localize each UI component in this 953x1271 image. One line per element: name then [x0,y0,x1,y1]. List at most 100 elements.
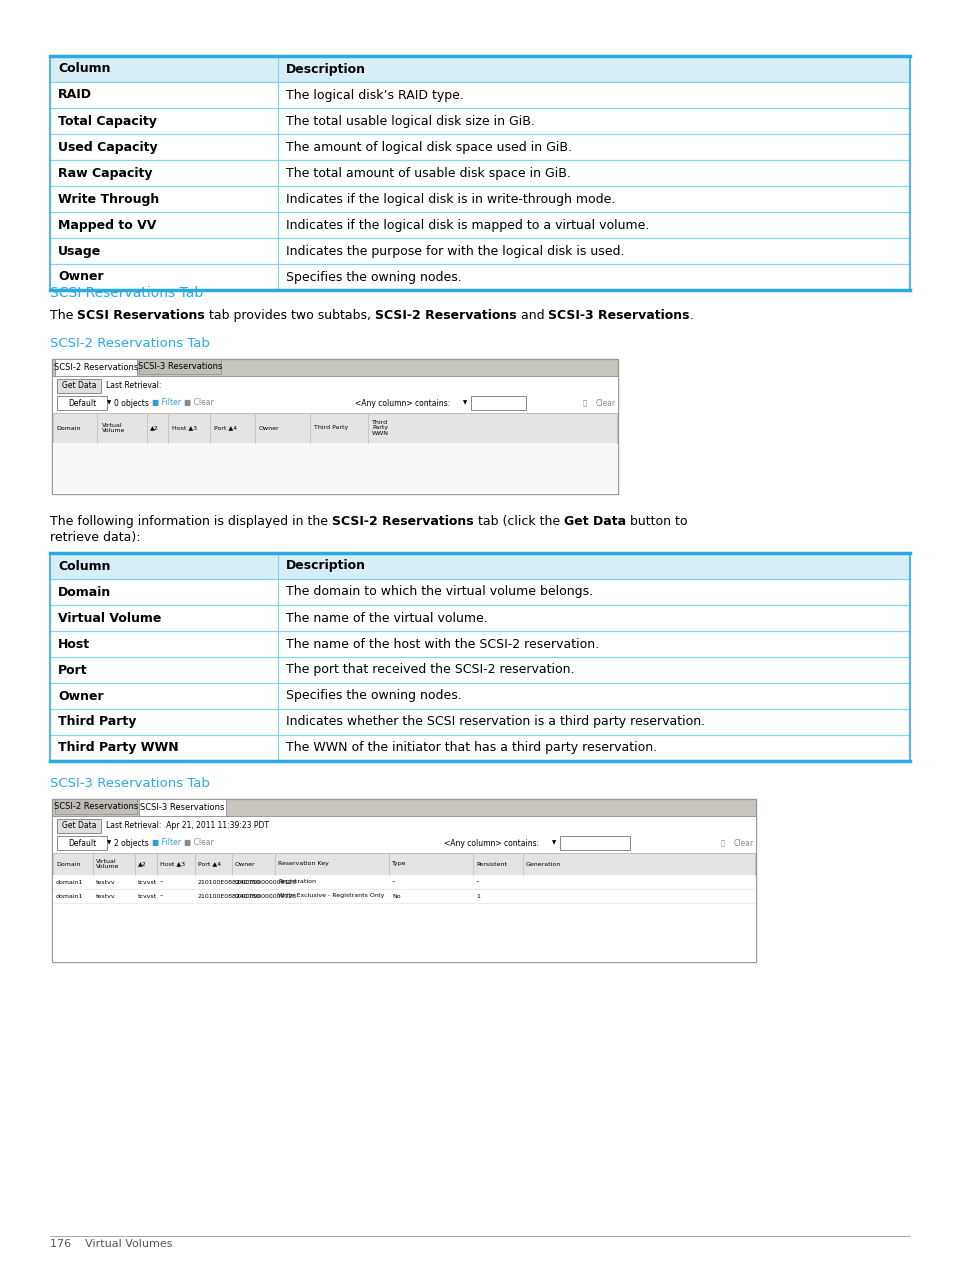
Text: Get Data: Get Data [62,381,96,390]
Text: Raw Capacity: Raw Capacity [58,167,152,179]
Bar [50,735,909,761]
Bar [52,376,618,494]
Bar [139,358,221,374]
Bar [50,683,909,709]
Text: Port ▲4: Port ▲4 [213,426,237,431]
Text: 210100E08824C750: 210100E08824C750 [198,880,261,885]
Text: 1: 1 [476,894,479,899]
Bar [139,799,226,816]
Bar [559,836,629,850]
Text: Indicates whether the SCSI reservation is a third party reservation.: Indicates whether the SCSI reservation i… [286,716,704,728]
Bar [471,397,525,411]
Bar [50,133,909,160]
Text: SCSI-2 Reservations: SCSI-2 Reservations [53,364,138,372]
Text: The domain to which the virtual volume belongs.: The domain to which the virtual volume b… [286,586,593,599]
Text: SCSI-2 Reservations: SCSI-2 Reservations [375,309,517,322]
Text: Column: Column [58,559,111,572]
Text: Reservation Key: Reservation Key [277,862,329,867]
Text: SCSI-3 Reservations: SCSI-3 Reservations [137,362,222,371]
Text: Specifies the owning nodes.: Specifies the owning nodes. [286,271,461,283]
Text: .: . [689,309,693,322]
Text: 210100E08824C750: 210100E08824C750 [198,894,261,899]
Text: Mapped to VV: Mapped to VV [58,219,156,231]
Text: SCSI-2 Reservations Tab: SCSI-2 Reservations Tab [50,337,210,350]
Text: --: -- [160,894,164,899]
Bar [50,709,909,735]
Text: Used Capacity: Used Capacity [58,141,157,154]
Text: Virtual
Volume: Virtual Volume [102,422,125,433]
Text: Registration: Registration [277,880,315,885]
Bar [52,358,618,494]
Text: Owner: Owner [58,689,104,703]
Text: The following information is displayed in the: The following information is displayed i… [50,515,332,527]
Text: Indicates if the logical disk is in write-through mode.: Indicates if the logical disk is in writ… [286,192,615,206]
Text: SCSI-3 Reservations: SCSI-3 Reservations [140,803,225,812]
Bar [53,888,754,902]
Text: tcvvst: tcvvst [138,880,157,885]
Text: The total usable logical disk size in GiB.: The total usable logical disk size in Gi… [286,114,535,127]
Bar [52,799,755,962]
Text: Host: Host [58,638,90,651]
Text: Virtual Volume: Virtual Volume [58,611,161,624]
Text: Last Retrieval:: Last Retrieval: [106,381,161,390]
Text: SCSI-2 Reservations: SCSI-2 Reservations [332,515,473,527]
Bar [50,580,909,605]
Bar [57,379,101,393]
Text: testvv: testvv [96,880,115,885]
Text: 🔍: 🔍 [720,840,724,846]
Bar [50,56,909,83]
Bar [53,413,617,444]
Bar [50,212,909,238]
Bar [57,397,107,411]
Text: Domain: Domain [58,586,112,599]
Text: ▼: ▼ [552,840,556,845]
Text: testvv: testvv [96,894,115,899]
Text: Write Through: Write Through [58,192,159,206]
Text: Host ▲3: Host ▲3 [160,862,185,867]
Text: Last Retrieval:  Apr 21, 2011 11:39:23 PDT: Last Retrieval: Apr 21, 2011 11:39:23 PD… [106,821,269,830]
Text: Owner: Owner [234,862,255,867]
Text: Persistent: Persistent [476,862,506,867]
Text: Clear: Clear [596,399,616,408]
Text: 🔍: 🔍 [582,399,587,407]
Text: 0000000000000123: 0000000000000123 [234,880,297,885]
Text: Third Party WWN: Third Party WWN [58,741,178,755]
Text: Indicates if the logical disk is mapped to a virtual volume.: Indicates if the logical disk is mapped … [286,219,649,231]
Bar [50,186,909,212]
Text: SCSI-3 Reservations: SCSI-3 Reservations [548,309,689,322]
Text: Domain: Domain [56,426,80,431]
Text: SCSI Reservations Tab: SCSI Reservations Tab [50,286,203,300]
Bar [50,160,909,186]
Text: ■ Filter: ■ Filter [152,399,181,408]
Text: Get Data: Get Data [563,515,625,527]
Text: ▼: ▼ [107,400,112,405]
Bar [50,56,909,290]
Text: ▼: ▼ [107,840,112,845]
Text: Type: Type [392,862,406,867]
Text: ■ Clear: ■ Clear [184,839,213,848]
Text: ▲2: ▲2 [138,862,147,867]
Text: The logical disk’s RAID type.: The logical disk’s RAID type. [286,89,463,102]
Text: The name of the host with the SCSI-2 reservation.: The name of the host with the SCSI-2 res… [286,638,598,651]
Bar [55,358,137,376]
Text: Usage: Usage [58,244,101,258]
Text: 2 objects: 2 objects [113,839,149,848]
Text: ■ Filter: ■ Filter [152,839,181,848]
Bar [57,836,107,850]
Text: domain1: domain1 [56,880,84,885]
Bar [50,553,909,761]
Bar [55,799,137,813]
Text: SCSI Reservations: SCSI Reservations [77,309,205,322]
Bar [50,264,909,290]
Text: Indicates the purpose for with the logical disk is used.: Indicates the purpose for with the logic… [286,244,624,258]
Text: RAID: RAID [58,89,91,102]
Text: The port that received the SCSI-2 reservation.: The port that received the SCSI-2 reserv… [286,663,574,676]
Text: Third
Party
WWN: Third Party WWN [372,419,389,436]
Text: Port: Port [58,663,88,676]
Text: The: The [50,309,77,322]
Text: The amount of logical disk space used in GiB.: The amount of logical disk space used in… [286,141,571,154]
Text: SCSI-3 Reservations Tab: SCSI-3 Reservations Tab [50,777,210,791]
Text: The name of the virtual volume.: The name of the virtual volume. [286,611,487,624]
Text: ■ Clear: ■ Clear [184,399,213,408]
Text: <Any column> contains:: <Any column> contains: [443,839,538,848]
